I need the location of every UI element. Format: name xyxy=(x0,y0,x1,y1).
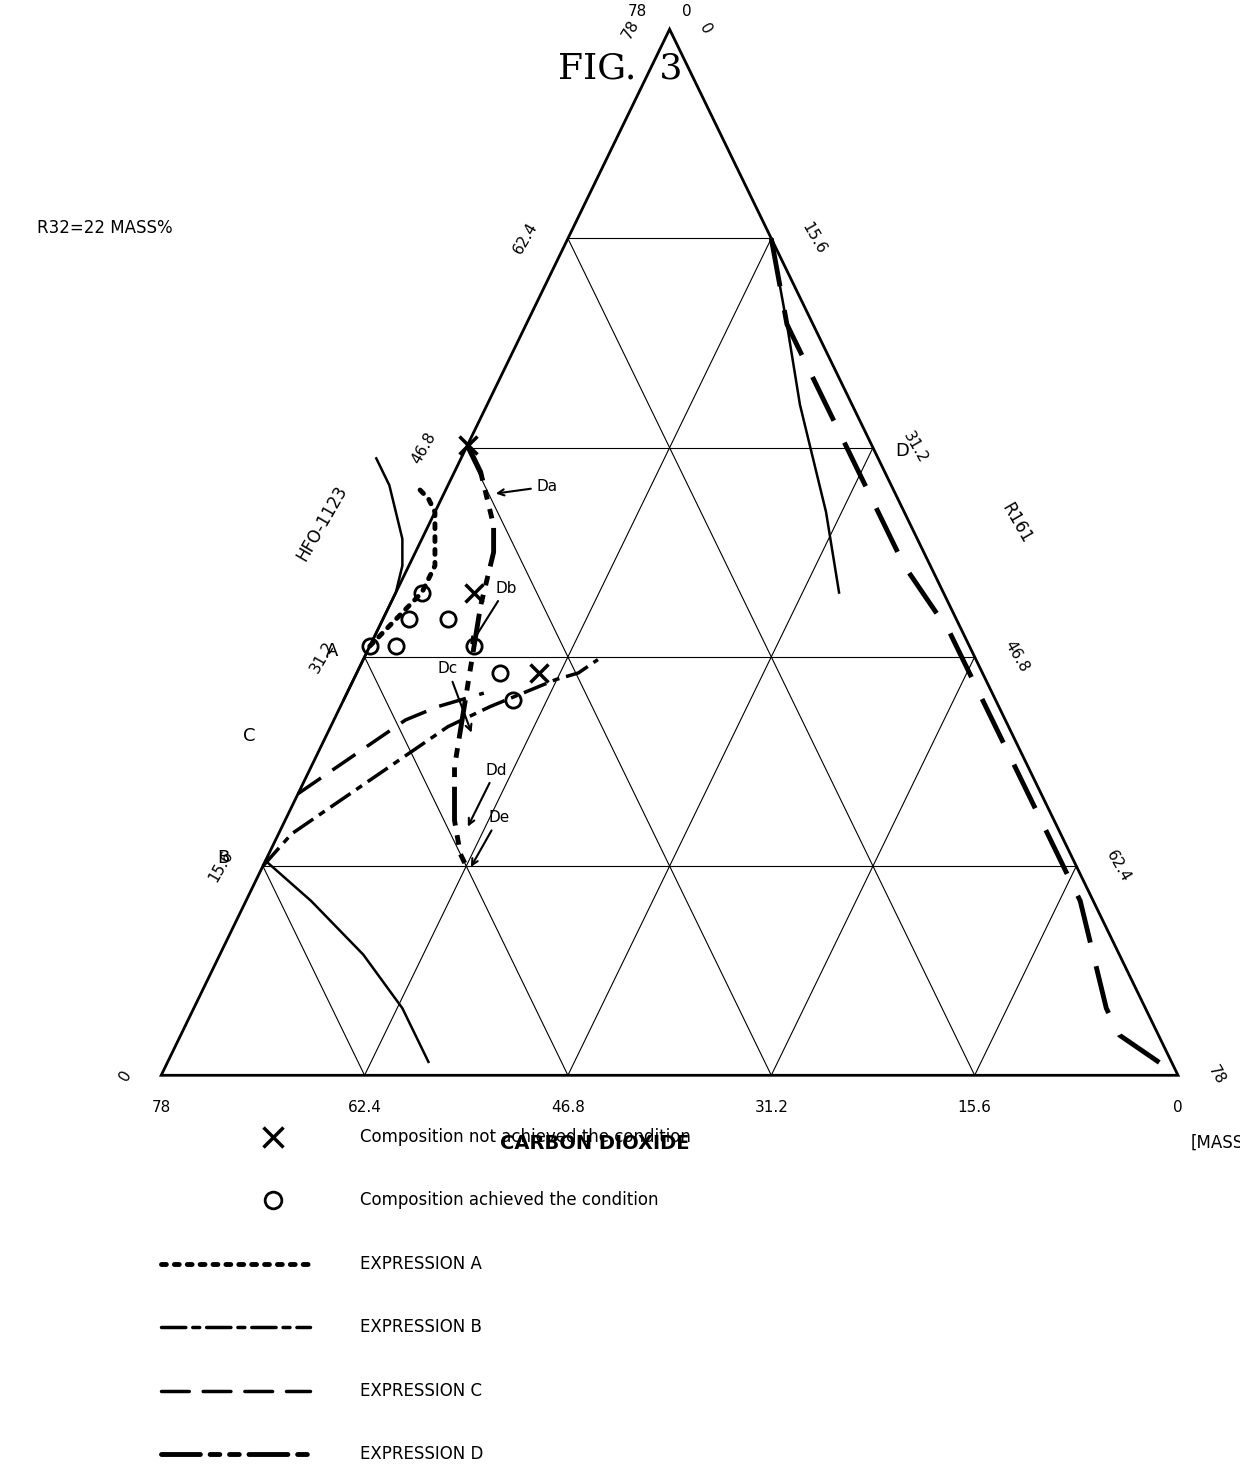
Text: 0: 0 xyxy=(697,21,714,37)
Text: 46.8: 46.8 xyxy=(551,1100,585,1115)
Text: Db: Db xyxy=(471,580,517,644)
Text: 78: 78 xyxy=(627,4,647,19)
Text: A: A xyxy=(326,642,339,660)
Text: Dc: Dc xyxy=(438,661,471,731)
Text: 31.2: 31.2 xyxy=(308,638,337,675)
Text: De: De xyxy=(472,810,510,865)
Text: D: D xyxy=(895,442,909,460)
Text: 62.4: 62.4 xyxy=(347,1100,382,1115)
Text: 31.2: 31.2 xyxy=(900,429,930,465)
Text: 78: 78 xyxy=(620,18,642,41)
Text: B: B xyxy=(217,848,229,868)
Text: 46.8: 46.8 xyxy=(409,429,439,465)
Text: 15.6: 15.6 xyxy=(799,219,828,256)
Text: HFO-1123: HFO-1123 xyxy=(294,482,351,564)
Text: FIG.  3: FIG. 3 xyxy=(558,52,682,85)
Text: 78: 78 xyxy=(1205,1064,1228,1087)
Text: 0: 0 xyxy=(682,4,692,19)
Text: 46.8: 46.8 xyxy=(1002,638,1032,675)
Text: R32=22 MASS%: R32=22 MASS% xyxy=(37,219,172,237)
Text: Dd: Dd xyxy=(469,763,507,825)
Text: 31.2: 31.2 xyxy=(754,1100,789,1115)
Text: 78: 78 xyxy=(151,1100,171,1115)
Text: [MASS%]: [MASS%] xyxy=(1190,1134,1240,1152)
Text: 62.4: 62.4 xyxy=(511,219,541,256)
Text: CARBON DIOXIDE: CARBON DIOXIDE xyxy=(501,1134,689,1153)
Text: EXPRESSION B: EXPRESSION B xyxy=(360,1318,481,1336)
Text: Composition achieved the condition: Composition achieved the condition xyxy=(360,1192,658,1209)
Text: 15.6: 15.6 xyxy=(957,1100,992,1115)
Text: C: C xyxy=(243,728,255,745)
Text: Composition not achieved the condition: Composition not achieved the condition xyxy=(360,1128,691,1146)
Text: EXPRESSION D: EXPRESSION D xyxy=(360,1445,482,1463)
Text: 0: 0 xyxy=(117,1068,134,1083)
Text: EXPRESSION A: EXPRESSION A xyxy=(360,1255,481,1273)
Text: 62.4: 62.4 xyxy=(1104,847,1133,884)
Text: 0: 0 xyxy=(1173,1100,1183,1115)
Text: Da: Da xyxy=(498,479,558,495)
Text: 15.6: 15.6 xyxy=(206,847,236,884)
Text: EXPRESSION C: EXPRESSION C xyxy=(360,1382,481,1399)
Text: R161: R161 xyxy=(998,499,1035,546)
